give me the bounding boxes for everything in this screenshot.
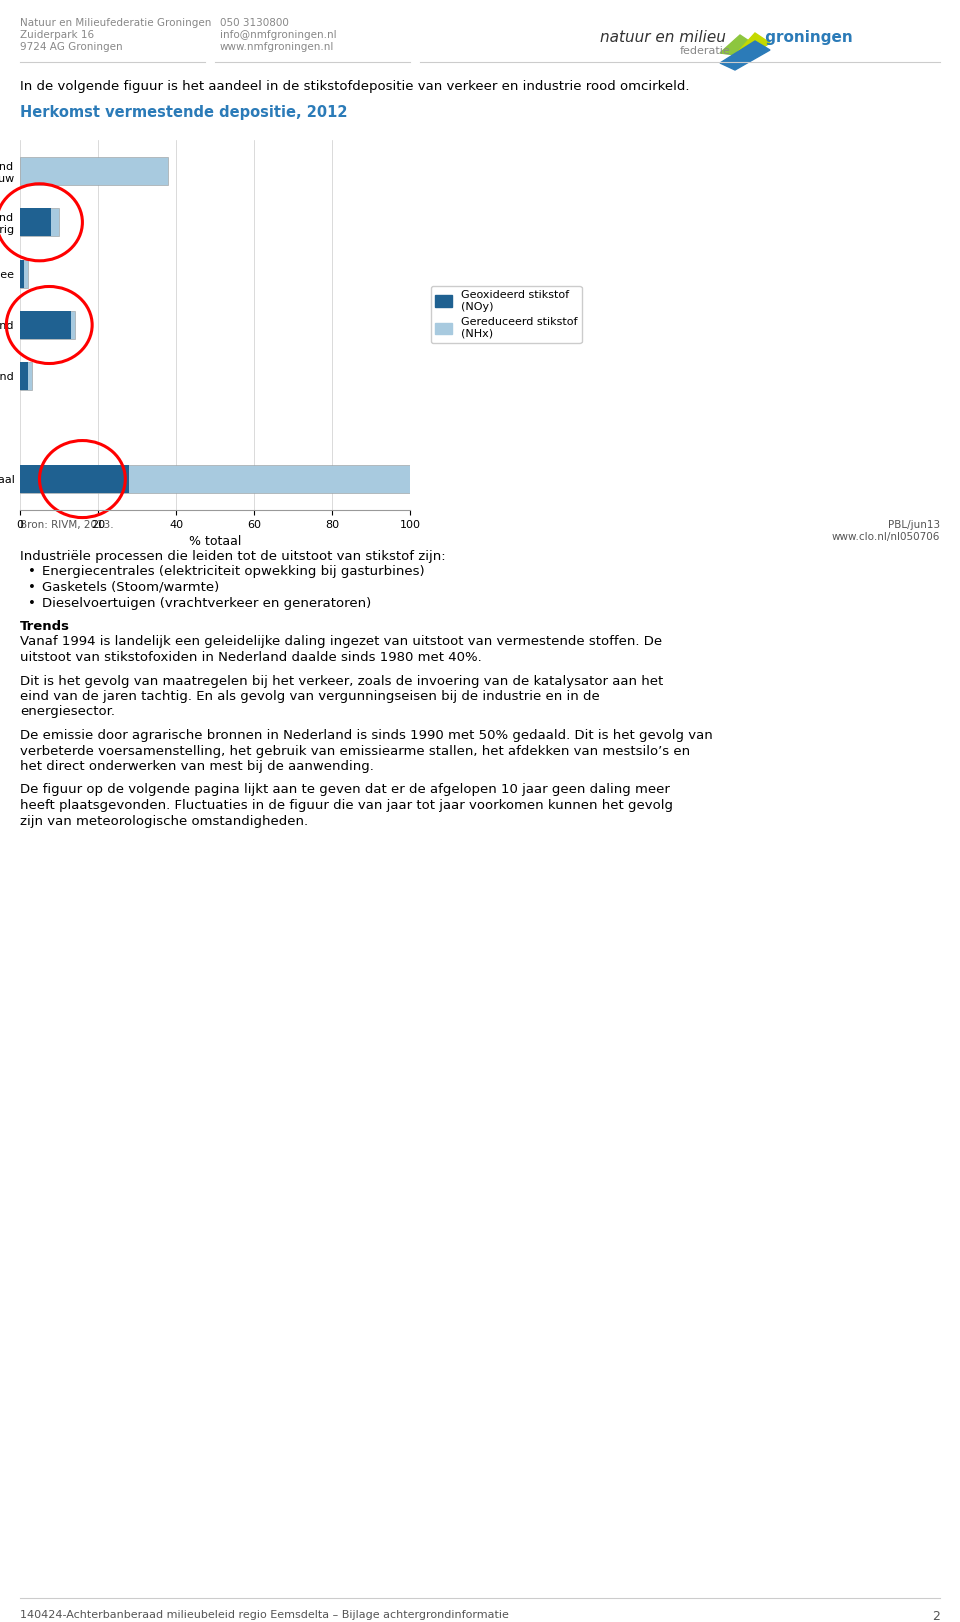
- Text: •: •: [28, 581, 36, 594]
- Text: www.nmfgroningen.nl: www.nmfgroningen.nl: [220, 42, 334, 52]
- Bar: [20, 157, 168, 185]
- Polygon shape: [720, 41, 770, 70]
- Bar: [20, 208, 59, 237]
- Text: Bron: RIVM, 2013.: Bron: RIVM, 2013.: [20, 521, 113, 530]
- Text: De emissie door agrarische bronnen in Nederland is sinds 1990 met 50% gedaald. D: De emissie door agrarische bronnen in Ne…: [20, 728, 712, 741]
- X-axis label: % totaal: % totaal: [189, 535, 241, 548]
- Text: Natuur en Milieufederatie Groningen: Natuur en Milieufederatie Groningen: [20, 18, 211, 28]
- Text: Gasketels (Stoom/warmte): Gasketels (Stoom/warmte): [42, 581, 219, 594]
- Polygon shape: [735, 32, 770, 57]
- Bar: [20, 466, 410, 493]
- Text: heeft plaatsgevonden. Fluctuaties in de figuur die van jaar tot jaar voorkomen k: heeft plaatsgevonden. Fluctuaties in de …: [20, 800, 673, 813]
- Text: info@nmfgroningen.nl: info@nmfgroningen.nl: [220, 29, 337, 41]
- Text: Dieselvoertuigen (vrachtverkeer en generatoren): Dieselvoertuigen (vrachtverkeer en gener…: [42, 597, 372, 610]
- Text: Industriële processen die leiden tot de uitstoot van stikstof zijn:: Industriële processen die leiden tot de …: [20, 550, 445, 563]
- Bar: [20, 466, 130, 493]
- Bar: [20, 311, 71, 339]
- Text: federatie: federatie: [680, 45, 731, 57]
- Text: Energiecentrales (elektriciteit opwekking bij gasturbines): Energiecentrales (elektriciteit opwekkin…: [42, 566, 424, 579]
- Text: verbeterde voersamenstelling, het gebruik van emissiearme stallen, het afdekken : verbeterde voersamenstelling, het gebrui…: [20, 744, 690, 757]
- Bar: [20, 260, 24, 287]
- Text: Dit is het gevolg van maatregelen bij het verkeer, zoals de invoering van de kat: Dit is het gevolg van maatregelen bij he…: [20, 675, 663, 688]
- Text: energiesector.: energiesector.: [20, 706, 115, 719]
- Text: het direct onderwerken van mest bij de aanwending.: het direct onderwerken van mest bij de a…: [20, 761, 373, 774]
- Bar: [20, 362, 28, 391]
- Text: 9724 AG Groningen: 9724 AG Groningen: [20, 42, 123, 52]
- Bar: [20, 311, 75, 339]
- Text: 050 3130800: 050 3130800: [220, 18, 289, 28]
- Text: zijn van meteorologische omstandigheden.: zijn van meteorologische omstandigheden.: [20, 814, 308, 827]
- Bar: [20, 260, 28, 287]
- Text: Zuiderpark 16: Zuiderpark 16: [20, 29, 94, 41]
- Polygon shape: [720, 36, 755, 55]
- Text: uitstoot van stikstofoxiden in Nederland daalde sinds 1980 met 40%.: uitstoot van stikstofoxiden in Nederland…: [20, 650, 482, 663]
- Bar: [20, 362, 32, 391]
- Text: natuur en milieu: natuur en milieu: [600, 29, 726, 45]
- Text: groningen: groningen: [760, 29, 852, 45]
- Text: Trends: Trends: [20, 620, 70, 633]
- Text: •: •: [28, 566, 36, 579]
- Text: 2: 2: [932, 1611, 940, 1622]
- Text: De figuur op de volgende pagina lijkt aan te geven dat er de afgelopen 10 jaar g: De figuur op de volgende pagina lijkt aa…: [20, 783, 670, 796]
- Text: •: •: [28, 597, 36, 610]
- Bar: [20, 208, 51, 237]
- Text: Vanaf 1994 is landelijk een geleidelijke daling ingezet van uitstoot van vermest: Vanaf 1994 is landelijk een geleidelijke…: [20, 636, 662, 649]
- Text: eind van de jaren tachtig. En als gevolg van vergunningseisen bij de industrie e: eind van de jaren tachtig. En als gevolg…: [20, 689, 600, 702]
- Text: Herkomst vermestende depositie, 2012: Herkomst vermestende depositie, 2012: [20, 105, 348, 120]
- Legend: Geoxideerd stikstof
(NOy), Gereduceerd stikstof
(NHx): Geoxideerd stikstof (NOy), Gereduceerd s…: [430, 285, 582, 344]
- Text: 140424-Achterbanberaad milieubeleid regio Eemsdelta – Bijlage achtergrondinforma: 140424-Achterbanberaad milieubeleid regi…: [20, 1611, 509, 1620]
- Text: In de volgende figuur is het aandeel in de stikstofdepositie van verkeer en indu: In de volgende figuur is het aandeel in …: [20, 79, 689, 92]
- Text: PBL/jun13
www.clo.nl/nl050706: PBL/jun13 www.clo.nl/nl050706: [831, 521, 940, 542]
